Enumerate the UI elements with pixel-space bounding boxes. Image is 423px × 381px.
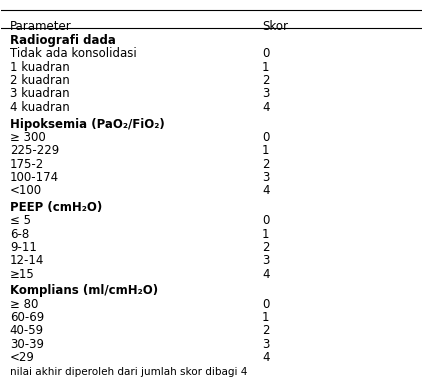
Text: 100-174: 100-174 <box>10 171 59 184</box>
Text: 4: 4 <box>262 184 269 197</box>
Text: 2: 2 <box>262 241 269 254</box>
Text: Radiografi dada: Radiografi dada <box>10 34 115 47</box>
Text: Skor: Skor <box>262 20 288 33</box>
Text: ≥ 80: ≥ 80 <box>10 298 38 311</box>
Text: 6-8: 6-8 <box>10 228 29 241</box>
Text: ≥ 300: ≥ 300 <box>10 131 46 144</box>
Text: 225-229: 225-229 <box>10 144 59 157</box>
Text: 60-69: 60-69 <box>10 311 44 324</box>
Text: 1 kuadran: 1 kuadran <box>10 61 69 74</box>
Text: 0: 0 <box>262 298 269 311</box>
Text: 1: 1 <box>262 144 269 157</box>
Text: 2: 2 <box>262 74 269 87</box>
Text: nilai akhir diperoleh dari jumlah skor dibagi 4: nilai akhir diperoleh dari jumlah skor d… <box>10 367 247 377</box>
Text: <29: <29 <box>10 351 35 364</box>
Text: 175-2: 175-2 <box>10 157 44 171</box>
Text: Parameter: Parameter <box>10 20 71 33</box>
Text: 40-59: 40-59 <box>10 325 44 338</box>
Text: 1: 1 <box>262 61 269 74</box>
Text: Tidak ada konsolidasi: Tidak ada konsolidasi <box>10 47 137 60</box>
Text: 0: 0 <box>262 47 269 60</box>
Text: 4 kuadran: 4 kuadran <box>10 101 69 114</box>
Text: 3: 3 <box>262 171 269 184</box>
Text: Hipoksemia (PaO₂/FiO₂): Hipoksemia (PaO₂/FiO₂) <box>10 117 165 131</box>
Text: ≤ 5: ≤ 5 <box>10 215 31 227</box>
Text: 9-11: 9-11 <box>10 241 37 254</box>
Text: 4: 4 <box>262 101 269 114</box>
Text: PEEP (cmH₂O): PEEP (cmH₂O) <box>10 201 102 214</box>
Text: 3: 3 <box>262 255 269 267</box>
Text: 3: 3 <box>262 338 269 351</box>
Text: 4: 4 <box>262 268 269 281</box>
Text: 3: 3 <box>262 87 269 101</box>
Text: 2: 2 <box>262 325 269 338</box>
Text: <100: <100 <box>10 184 42 197</box>
Text: ≥15: ≥15 <box>10 268 35 281</box>
Text: Komplians (ml/cmH₂O): Komplians (ml/cmH₂O) <box>10 285 158 298</box>
Text: 0: 0 <box>262 131 269 144</box>
Text: 1: 1 <box>262 311 269 324</box>
Text: 2 kuadran: 2 kuadran <box>10 74 69 87</box>
Text: 0: 0 <box>262 215 269 227</box>
Text: 2: 2 <box>262 157 269 171</box>
Text: 1: 1 <box>262 228 269 241</box>
Text: 12-14: 12-14 <box>10 255 44 267</box>
Text: 30-39: 30-39 <box>10 338 44 351</box>
Text: 3 kuadran: 3 kuadran <box>10 87 69 101</box>
Text: 4: 4 <box>262 351 269 364</box>
